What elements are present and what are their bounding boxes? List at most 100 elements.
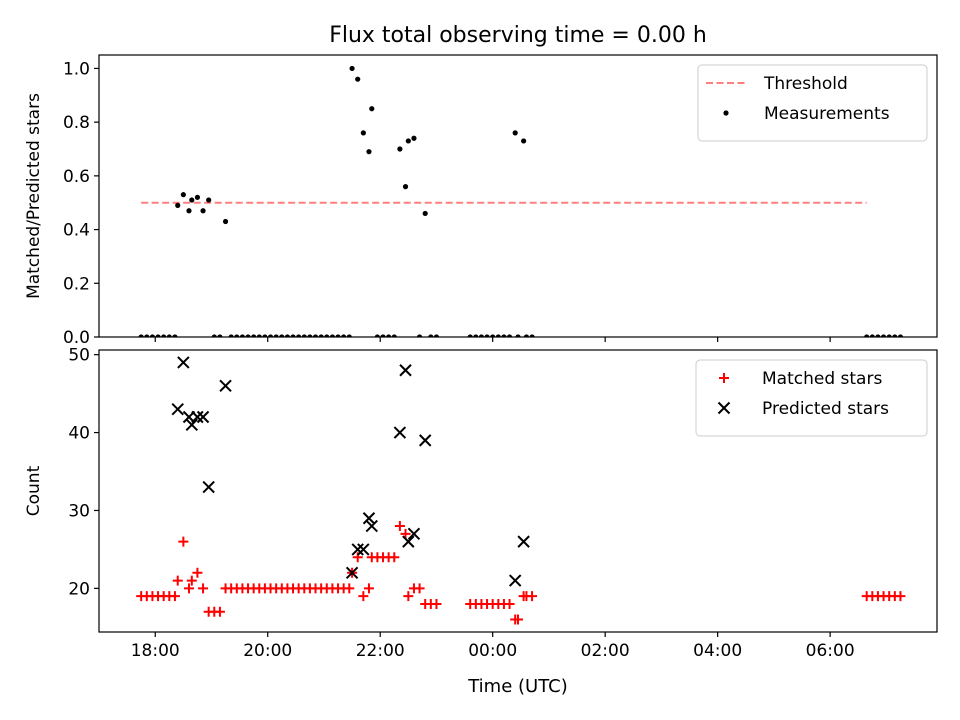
matched-stars-series [136,521,906,625]
measurements-point [296,334,302,337]
measurements-point [366,149,372,155]
measurements-point [422,210,428,217]
predicted-stars-point [418,434,432,447]
measurements-point [262,334,268,337]
measurements-point [217,334,223,337]
measurements-point [175,202,181,208]
measurements-point [880,334,887,337]
y-tick-label: 0.4 [63,221,90,241]
x-tick-label: 22:00 [356,641,405,661]
predicted-stars-point [393,426,407,439]
measurements-point [251,334,257,337]
predicted-stars-point [196,410,210,424]
x-tick-label: 02:00 [581,641,630,661]
measurements-point [301,334,307,337]
measurements-point [512,130,518,136]
measurements-point [284,334,291,337]
measurements-point [374,334,380,337]
predicted-stars-point [202,480,215,494]
measurements-point [228,334,234,337]
matched-stars-point [431,598,442,609]
measurements-point [869,334,875,337]
measurements-point [245,334,251,337]
x-axis-label: Time (UTC) [467,676,568,697]
measurements-point [467,334,473,337]
ratio-plot-area [138,65,904,337]
predicted-stars-point [365,519,378,533]
matched-stars-point [178,536,189,547]
predicted-stars-point [362,512,376,525]
predicted-stars-point [517,535,530,548]
measurements-point [428,334,434,337]
measurements-point [329,334,336,337]
measurements-point [897,334,904,337]
measurements-point [200,208,206,214]
measurements-point [290,334,296,337]
measurements-point [501,334,507,337]
measurements-point [180,192,186,198]
measurements-point [484,334,490,337]
measurements-point [335,334,341,337]
legend-label: Measurements [764,104,890,124]
y-tick-label: 50 [68,346,90,366]
measurements-point [307,334,313,337]
measurements-point [172,334,178,337]
measurements-point [318,334,324,337]
measurements-point [515,334,521,337]
predicted-stars-point [345,566,359,580]
measurements-point [149,334,156,337]
measurements-series [138,65,904,337]
measurements-point [411,135,417,141]
measurements-point [161,334,167,337]
y-tick-label: 30 [68,501,90,521]
matched-stars-point [895,591,906,602]
matched-stars-point [363,583,374,594]
matched-stars-point [198,583,209,594]
x-tick-label: 18:00 [131,641,180,661]
legend-label: Predicted stars [762,399,889,419]
legend-plus-marker [719,373,729,383]
x-tick-label: 20:00 [243,641,292,661]
measurements-point [892,334,898,337]
measurements-point [256,334,262,337]
measurements-point [416,334,423,337]
predicted-stars-point [185,418,199,431]
y-axis-label: Count [24,465,44,516]
y-axis-label: Matched/Predicted stars [24,93,44,299]
legend: Threshold Measurements [697,64,928,142]
measurements-point [386,334,392,337]
legend-dot-marker [723,110,729,116]
measurements-point [523,334,530,337]
legend: Matched stars Predicted stars [695,359,928,437]
measurements-point [490,334,496,337]
count-panel: 20 30 40 50 18:00 20:00 22:00 00:00 02:00 04:00 06… [24,346,938,661]
ratio-panel: 0.0 0.2 0.4 0.6 0.8 1.0 Matched/Predicted star… [24,54,938,348]
predicted-stars-point [399,364,412,377]
measurements-point [267,334,274,337]
measurements-point [144,334,150,337]
count-axes-frame [98,349,938,633]
matched-stars-point [214,606,225,617]
predicted-stars-point [402,535,415,548]
predicted-stars-series [171,356,530,587]
measurements-point [391,334,397,337]
y-tick-label: 0.0 [63,328,90,348]
ratio-axes-frame [98,54,938,338]
x-tick-label: 00:00 [468,641,517,661]
measurements-point [279,334,285,337]
y-tick-label: 0.8 [63,113,90,133]
measurements-point [211,334,217,337]
matched-stars-point [394,521,405,532]
matched-stars-point [403,591,414,602]
y-tick-label: 20 [68,579,90,599]
measurements-point [506,334,513,337]
matched-stars-point [414,583,425,594]
measurements-point [478,334,485,337]
legend-box [695,359,928,437]
measurements-point [529,334,535,337]
matched-stars-point [186,575,197,586]
measurements-point [355,76,361,82]
matched-stars-point [513,614,523,625]
matched-stars-point [400,528,411,539]
